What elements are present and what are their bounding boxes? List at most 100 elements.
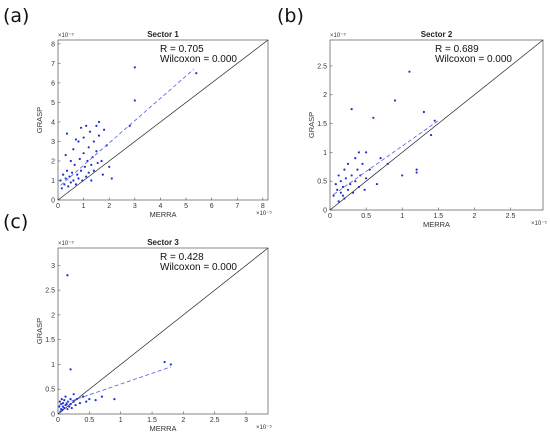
data-point bbox=[88, 130, 92, 133]
data-point bbox=[64, 154, 67, 157]
data-point bbox=[74, 403, 77, 407]
data-point bbox=[83, 165, 86, 168]
y-tick-label: 2.5 bbox=[317, 63, 327, 70]
y-tick-label: 0.5 bbox=[317, 179, 327, 186]
data-point bbox=[415, 171, 418, 174]
data-point bbox=[65, 402, 68, 406]
data-point bbox=[64, 177, 67, 180]
data-point bbox=[72, 148, 75, 151]
x-tick-label: 2.5 bbox=[210, 417, 220, 424]
data-point bbox=[82, 152, 85, 155]
x-tick-label: 1 bbox=[82, 203, 86, 210]
x-tick-label: 0 bbox=[56, 203, 60, 210]
y-tick-label: 5 bbox=[51, 100, 55, 107]
data-point bbox=[357, 185, 360, 189]
data-point bbox=[337, 200, 340, 203]
data-point bbox=[90, 163, 93, 166]
data-point bbox=[361, 162, 364, 165]
data-point bbox=[77, 140, 80, 143]
y-tick-label: 1 bbox=[323, 150, 327, 157]
correlation-label: R = 0.428 bbox=[160, 252, 204, 263]
data-point bbox=[81, 179, 84, 182]
y-tick-label: 0 bbox=[51, 198, 55, 205]
data-point bbox=[94, 399, 97, 402]
data-point bbox=[70, 171, 74, 174]
x-tick-label: 0.5 bbox=[84, 417, 94, 424]
x-axis-label: MERRA bbox=[423, 220, 450, 229]
chart-title: Sector 1 bbox=[147, 30, 179, 39]
data-point bbox=[92, 140, 95, 143]
data-point bbox=[401, 174, 404, 177]
panel-sector-1: (a)Sector 10 1 2 3 4 5 6 7 8012345678×10⁻⁵×10⁻⁵M… bbox=[3, 5, 272, 219]
data-point bbox=[97, 134, 101, 137]
data-point bbox=[341, 185, 345, 189]
y-axis-label: GRASP bbox=[35, 318, 44, 344]
panel-label: (b) bbox=[277, 5, 304, 27]
data-point bbox=[90, 179, 93, 182]
data-point bbox=[59, 179, 62, 182]
data-point bbox=[108, 165, 111, 168]
data-point bbox=[81, 395, 85, 398]
panel-label: (a) bbox=[3, 5, 29, 27]
data-point bbox=[87, 171, 90, 174]
data-point bbox=[74, 138, 78, 141]
data-point bbox=[85, 400, 88, 403]
data-point bbox=[69, 402, 72, 406]
chart-title: Sector 3 bbox=[147, 238, 179, 247]
y-multiplier: ×10⁻⁵ bbox=[58, 32, 74, 39]
data-point bbox=[356, 168, 359, 171]
data-point bbox=[344, 177, 347, 180]
data-point bbox=[133, 66, 136, 69]
data-point bbox=[343, 168, 346, 171]
x-tick-label: 7 bbox=[235, 203, 239, 210]
data-point bbox=[408, 70, 411, 73]
data-point bbox=[69, 181, 72, 184]
x-axis-label: MERRA bbox=[149, 210, 176, 219]
data-point bbox=[343, 197, 346, 200]
data-point bbox=[63, 399, 66, 402]
wilcoxon-label: Wilcoxon = 0.000 bbox=[435, 54, 512, 65]
data-point bbox=[95, 124, 98, 127]
data-point bbox=[66, 407, 69, 411]
data-point bbox=[350, 174, 353, 177]
x-multiplier: ×10⁻⁵ bbox=[531, 220, 547, 227]
data-point bbox=[102, 128, 106, 131]
data-point bbox=[63, 406, 66, 410]
identity-line bbox=[57, 39, 269, 201]
data-point bbox=[415, 168, 418, 171]
panel-sector-3: (c) Sector 3 0 0.5 1 1.5 2 2.5 3 0 0.5 1 1.5 2 2.5 3 ×10… bbox=[3, 211, 272, 433]
y-tick-label: 8 bbox=[51, 41, 55, 48]
x-tick-label: 3 bbox=[133, 203, 137, 210]
data-point bbox=[337, 174, 340, 177]
y-tick-label: 1.5 bbox=[317, 121, 327, 128]
data-point bbox=[332, 194, 335, 197]
y-axis-label: GRASP bbox=[35, 107, 44, 133]
data-point bbox=[78, 401, 82, 405]
y-tick-label: 2 bbox=[323, 92, 327, 99]
y-tick-label: 2.5 bbox=[45, 288, 55, 295]
data-point bbox=[66, 274, 69, 277]
data-point bbox=[354, 157, 357, 160]
data-point bbox=[79, 169, 83, 172]
data-point bbox=[349, 182, 352, 186]
y-tick-label: 1 bbox=[51, 178, 55, 185]
y-tick-label: 1 bbox=[51, 362, 55, 369]
data-point bbox=[61, 405, 65, 408]
data-point bbox=[85, 124, 88, 127]
x-axis-label: MERRA bbox=[149, 424, 176, 433]
data-point bbox=[62, 173, 65, 176]
data-point bbox=[72, 179, 75, 182]
data-point bbox=[60, 187, 63, 190]
chart-title: Sector 2 bbox=[421, 30, 453, 39]
data-point bbox=[72, 400, 75, 403]
wilcoxon-label: Wilcoxon = 0.000 bbox=[160, 262, 237, 273]
data-point bbox=[352, 191, 355, 194]
data-point bbox=[336, 188, 339, 191]
data-point bbox=[70, 406, 73, 410]
data-point bbox=[433, 119, 436, 122]
y-tick-label: 2 bbox=[51, 158, 55, 165]
data-point bbox=[65, 169, 69, 172]
data-point bbox=[63, 183, 66, 186]
data-point bbox=[100, 159, 103, 163]
data-point bbox=[339, 191, 342, 194]
